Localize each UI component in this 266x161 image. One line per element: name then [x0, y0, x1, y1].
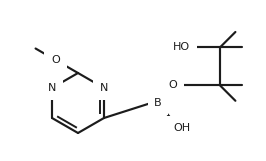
- Text: N: N: [48, 83, 56, 93]
- Text: O: O: [168, 80, 177, 90]
- Text: HO: HO: [173, 42, 190, 52]
- Text: OH: OH: [174, 123, 191, 133]
- Text: N: N: [100, 83, 108, 93]
- Text: B: B: [154, 98, 162, 108]
- Text: O: O: [51, 55, 60, 65]
